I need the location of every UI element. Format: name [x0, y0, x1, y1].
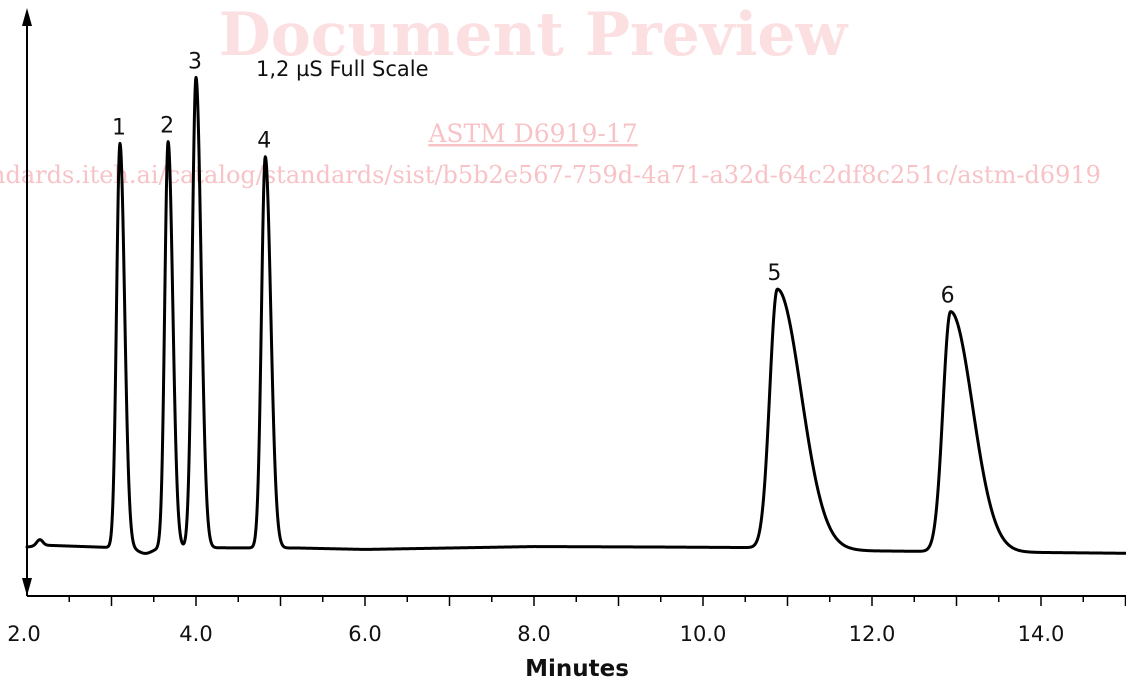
- x-tick-labels: 2.0 4.0 6.0 8.0 10.0 12.0 14.0: [7, 622, 1064, 646]
- peak-label-3: 3: [188, 49, 202, 74]
- full-scale-annotation: 1,2 µS Full Scale: [256, 57, 429, 81]
- x-tick-label: 10.0: [680, 622, 727, 646]
- peak-labels: 1 2 3 4 5 6: [112, 49, 955, 308]
- peak-label-6: 6: [941, 284, 955, 309]
- y-axis-arrow-top: [22, 8, 32, 26]
- x-tick-label: 4.0: [179, 622, 212, 646]
- x-tick-label: 2.0: [7, 622, 40, 646]
- x-tick-label: 14.0: [1018, 622, 1065, 646]
- x-ticks: [68, 596, 1126, 606]
- peak-label-5: 5: [767, 261, 781, 286]
- y-axis-arrow-bottom: [22, 578, 32, 596]
- x-tick-label: 12.0: [849, 622, 896, 646]
- watermark-url: ndards.iteh.ai/catalog/standards/sist/b5…: [0, 161, 1101, 189]
- x-axis-label: Minutes: [525, 656, 629, 682]
- watermark-link[interactable]: ASTM D6919-17: [427, 119, 637, 148]
- peak-label-2: 2: [160, 114, 174, 139]
- x-tick-label: 6.0: [348, 622, 381, 646]
- x-tick-label: 8.0: [517, 622, 550, 646]
- peak-label-4: 4: [257, 129, 271, 154]
- chromatogram-trace: [25, 75, 1126, 555]
- peak-label-1: 1: [112, 115, 126, 140]
- watermark-title: Document Preview: [219, 0, 849, 70]
